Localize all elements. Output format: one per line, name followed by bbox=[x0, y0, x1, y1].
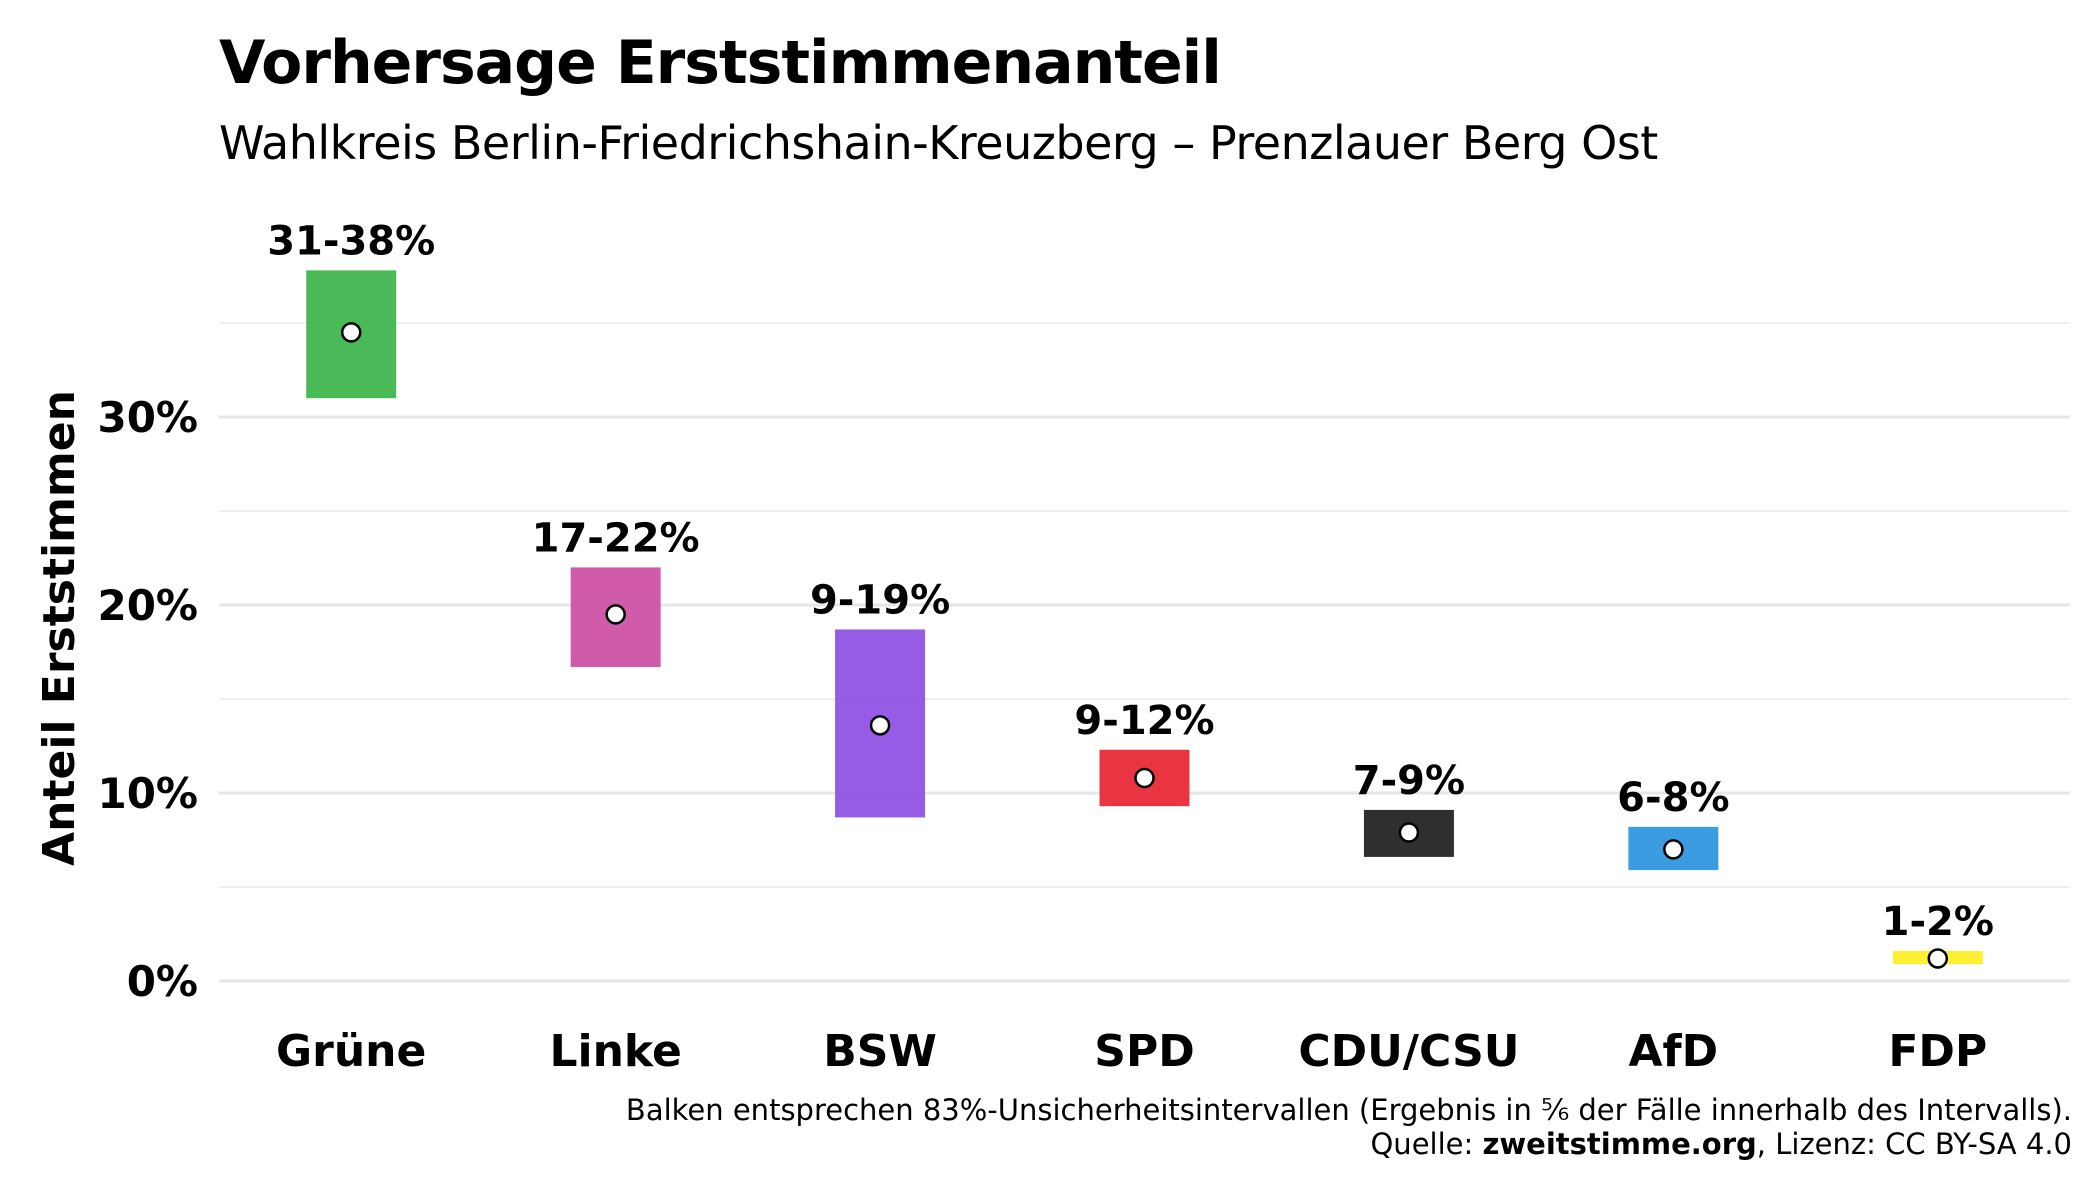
x-tick-label: Linke bbox=[549, 1026, 681, 1077]
caption-source-prefix: Quelle: bbox=[1370, 1127, 1483, 1161]
y-tick-label: 20% bbox=[97, 581, 198, 630]
chart-caption: Balken entsprechen 83%-Unsicherheitsinte… bbox=[626, 1093, 2072, 1161]
point-estimate-3 bbox=[869, 715, 891, 736]
data-label-6: 6-8% bbox=[1617, 775, 1729, 821]
x-tick-label: AfD bbox=[1628, 1026, 1718, 1077]
point-estimate-5 bbox=[1398, 822, 1420, 843]
y-axis-label: Anteil Erststimmen bbox=[34, 390, 85, 866]
point-estimate-2 bbox=[605, 604, 626, 625]
x-tick-label: SPD bbox=[1094, 1026, 1194, 1077]
caption-license: , Lizenz: CC BY-SA 4.0 bbox=[1756, 1127, 2072, 1161]
point-estimate-6 bbox=[1663, 839, 1684, 860]
data-label-2: 17-22% bbox=[532, 515, 700, 561]
data-label-4: 9-12% bbox=[1074, 698, 1214, 744]
chart-subtitle: Wahlkreis Berlin-Friedrichshain-Kreuzber… bbox=[219, 116, 1658, 170]
x-tick-label: Grüne bbox=[276, 1026, 426, 1077]
x-tick-label: BSW bbox=[823, 1026, 937, 1077]
y-tick-label: 30% bbox=[97, 393, 198, 442]
data-label-1: 31-38% bbox=[267, 218, 435, 264]
data-label-3: 9-19% bbox=[810, 577, 950, 623]
x-tick-label: FDP bbox=[1888, 1026, 1987, 1077]
data-label-5: 7-9% bbox=[1353, 758, 1465, 804]
point-estimate-1 bbox=[340, 322, 362, 343]
point-estimate-4 bbox=[1134, 767, 1155, 789]
y-tick-label: 10% bbox=[97, 769, 198, 818]
caption-source-name: zweitstimme.org bbox=[1482, 1127, 1757, 1161]
chart-title: Vorhersage Erststimmenanteil bbox=[219, 28, 1222, 98]
caption-intervals-note: Balken entsprechen 83%-Unsicherheitsinte… bbox=[625, 1093, 2072, 1127]
y-tick-label: 0% bbox=[127, 957, 198, 1006]
data-label-7: 1-2% bbox=[1882, 899, 1994, 945]
x-tick-label: CDU/CSU bbox=[1298, 1026, 1519, 1077]
caption-source-line: Quelle: zweitstimme.org, Lizenz: CC BY-S… bbox=[626, 1127, 2072, 1161]
point-estimate-7 bbox=[1927, 948, 1949, 969]
